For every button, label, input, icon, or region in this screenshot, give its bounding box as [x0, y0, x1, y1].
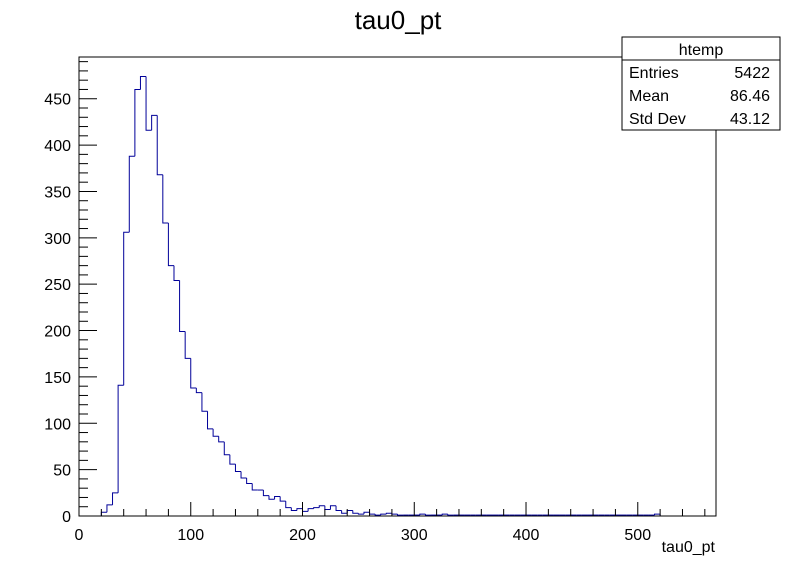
y-tick-label: 400 — [44, 138, 71, 155]
histogram-bin — [190, 358, 197, 389]
histogram-bin — [184, 331, 191, 359]
histogram-bin — [290, 507, 297, 511]
x-axis: 0 100 200 300 400 500 — [75, 502, 706, 544]
histogram-bin — [179, 280, 186, 332]
histogram-bin — [123, 231, 130, 386]
histogram-bin — [112, 492, 119, 505]
histogram-series — [100, 75, 661, 516]
histogram-bin — [201, 392, 208, 412]
stats-entries-value: 5422 — [734, 65, 770, 82]
histogram-bin — [380, 513, 387, 516]
histogram-bin — [234, 464, 242, 472]
x-tick-label: 100 — [177, 527, 204, 544]
chart-title: tau0_pt — [355, 5, 443, 35]
stats-stddev-value: 43.12 — [730, 111, 770, 128]
histogram-bin — [246, 477, 253, 485]
x-tick-label: 0 — [75, 527, 84, 544]
histogram-bin — [195, 388, 202, 394]
x-tick-label: 200 — [289, 527, 316, 544]
y-tick-label: 250 — [44, 277, 71, 294]
stats-stddev-label: Std Dev — [629, 111, 686, 128]
histogram-bin — [419, 513, 426, 516]
x-axis-title: tau0_pt — [662, 539, 716, 556]
histogram-bin — [145, 76, 152, 131]
histogram-bin — [352, 510, 359, 514]
y-tick-label: 150 — [44, 370, 71, 387]
histogram-bin — [341, 510, 348, 514]
histogram-bin — [268, 495, 275, 500]
x-tick-label: 500 — [624, 527, 651, 544]
stats-box: htemp Entries 5422 Mean 86.46 Std Dev 43… — [621, 36, 781, 131]
histogram-bin — [374, 514, 381, 516]
plot-frame — [78, 56, 717, 517]
histogram-bin — [296, 508, 303, 511]
histogram-bin — [397, 514, 404, 516]
histogram-bin — [162, 174, 169, 224]
y-tick-label: 300 — [44, 231, 71, 248]
histogram-bin — [424, 514, 432, 516]
y-tick-label: 450 — [44, 92, 71, 109]
histogram-bin — [329, 505, 337, 510]
histogram-bin — [447, 514, 454, 516]
histogram-bin — [274, 496, 281, 500]
histogram-bin — [156, 115, 163, 176]
x-tick-label: 300 — [401, 527, 428, 544]
histogram-bin — [441, 513, 448, 516]
histogram-bin — [223, 441, 230, 456]
histogram-bin — [139, 75, 147, 90]
histogram-bin — [251, 483, 258, 491]
histogram-bin — [313, 507, 320, 509]
histogram-bin — [117, 384, 124, 493]
histogram-bin — [106, 504, 113, 513]
histogram-bin — [240, 471, 247, 479]
histogram-bin — [128, 155, 135, 233]
histogram-bin — [207, 411, 214, 430]
histogram-bin — [167, 222, 174, 267]
y-tick-label: 350 — [44, 184, 71, 201]
histogram-bin — [318, 505, 325, 508]
histogram-bin — [335, 505, 342, 511]
histogram-bin — [218, 436, 225, 443]
histogram-bin — [151, 114, 158, 131]
y-axis: 0 50 100 150 200 250 300 350 400 450 — [44, 61, 97, 526]
histogram-bin — [134, 88, 141, 157]
stats-mean-value: 86.46 — [730, 88, 770, 105]
stats-mean-label: Mean — [629, 88, 669, 105]
histogram-bin — [357, 513, 364, 515]
stats-box-frame — [621, 36, 781, 131]
y-tick-label: 0 — [62, 509, 71, 526]
histogram-bin — [212, 428, 219, 437]
histogram-bin — [385, 512, 392, 515]
histogram-bin — [285, 501, 292, 509]
histogram-bin — [654, 513, 661, 516]
histogram-bin — [279, 496, 286, 502]
histogram-bin — [173, 265, 180, 281]
histogram-bin — [307, 508, 314, 512]
histogram-bin — [262, 490, 269, 497]
stats-box-title: htemp — [679, 42, 724, 59]
y-tick-label: 100 — [44, 416, 71, 433]
stats-entries-label: Entries — [629, 65, 679, 82]
x-tick-label: 400 — [513, 527, 540, 544]
y-tick-label: 200 — [44, 324, 71, 341]
y-tick-label: 50 — [53, 463, 71, 480]
histogram-bin — [363, 511, 370, 515]
histogram-bin — [229, 454, 236, 465]
